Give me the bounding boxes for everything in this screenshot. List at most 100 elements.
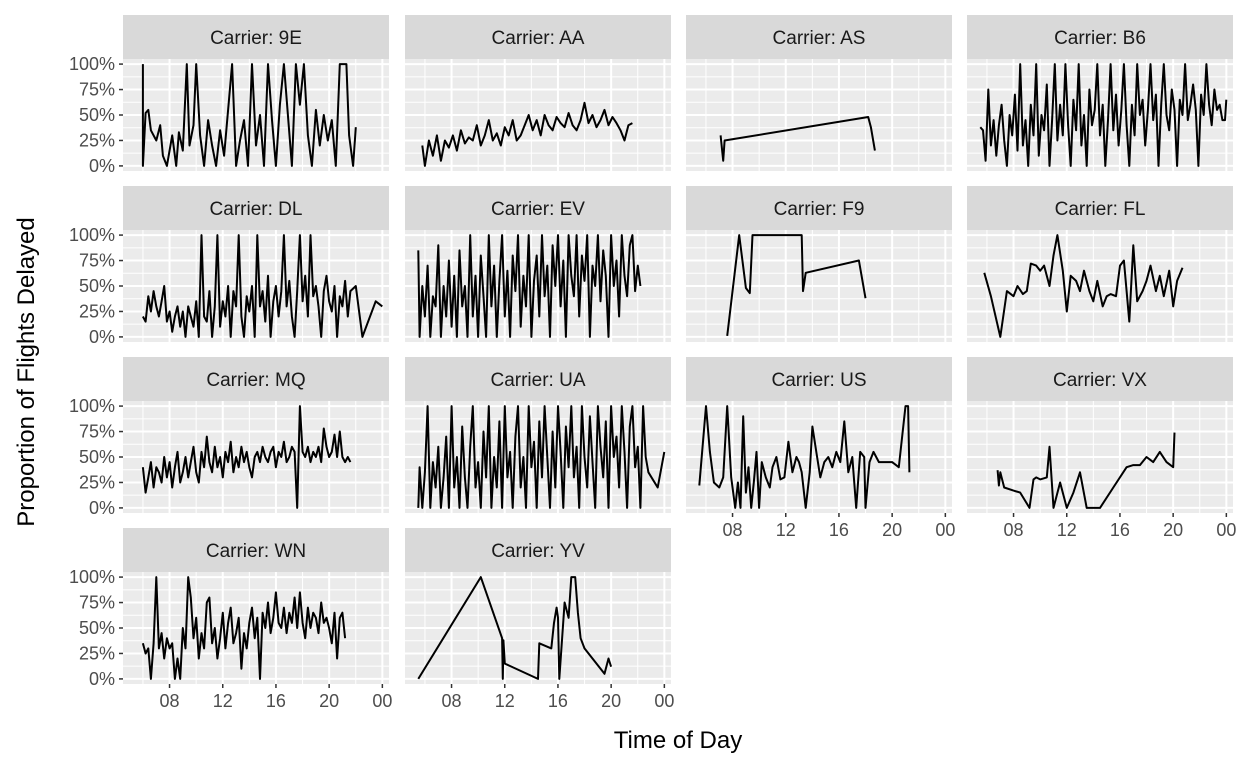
y-tick-label: 0%: [89, 156, 115, 176]
x-tick-label: 16: [1110, 520, 1130, 540]
x-tick-label: 08: [160, 691, 180, 711]
facet-ev: Carrier: EV: [405, 186, 671, 342]
x-tick-label: 00: [372, 691, 392, 711]
strip-label-mq: Carrier: MQ: [206, 370, 305, 391]
y-tick-label: 75%: [79, 422, 115, 442]
strip-label-aa: Carrier: AA: [492, 28, 585, 49]
strip-yv: [405, 528, 671, 572]
strip-label-dl: Carrier: DL: [210, 199, 303, 220]
series-line-ev: [417, 234, 642, 338]
strip-aa: [405, 15, 671, 59]
y-tick-label: 75%: [79, 251, 115, 271]
x-tick-label: 08: [442, 691, 462, 711]
strip-9e: [123, 15, 389, 59]
facet-ua: Carrier: UA: [405, 357, 671, 513]
facet-mq: Carrier: MQ 0% 25% 50% 75% 100%: [69, 357, 389, 518]
y-tick-label: 100%: [69, 225, 115, 245]
y-tick-label: 0%: [89, 498, 115, 518]
facet-b6: Carrier: B6: [967, 15, 1233, 171]
y-tick-label: 100%: [69, 567, 115, 587]
x-tick-label: 12: [213, 691, 233, 711]
strip-wn: [123, 528, 389, 572]
x-tick-label: 00: [654, 691, 674, 711]
y-tick-label: 0%: [89, 327, 115, 347]
x-tick-label: 12: [495, 691, 515, 711]
series-line-wn: [141, 576, 347, 680]
facet-fl: Carrier: FL: [967, 186, 1233, 342]
strip-fl: [967, 186, 1233, 230]
x-tick-label: 20: [601, 691, 621, 711]
strip-mq: [123, 357, 389, 401]
x-tick-label: 16: [829, 520, 849, 540]
strip-ua: [405, 357, 671, 401]
y-tick-label: 75%: [79, 80, 115, 100]
y-tick-label: 50%: [79, 447, 115, 467]
strip-label-ua: Carrier: UA: [490, 370, 585, 391]
strip-label-us: Carrier: US: [771, 370, 866, 391]
y-tick-label: 50%: [79, 276, 115, 296]
y-tick-label: 100%: [69, 54, 115, 74]
facet-f9: Carrier: F9: [686, 186, 952, 342]
strip-as: [686, 15, 952, 59]
facet-panels: Carrier: 9E 0% 25% 50% 75% 100% Carrier: AA Car…: [69, 15, 1236, 711]
series-line-mq: [141, 405, 352, 509]
x-tick-label: 20: [1163, 520, 1183, 540]
strip-us: [686, 357, 952, 401]
y-tick-label: 50%: [79, 618, 115, 638]
strip-label-9e: Carrier: 9E: [210, 28, 302, 49]
facet-9e: Carrier: 9E 0% 25% 50% 75% 100%: [69, 15, 389, 176]
x-tick-label: 08: [723, 520, 743, 540]
x-tick-label: 16: [548, 691, 568, 711]
strip-b6: [967, 15, 1233, 59]
strip-label-vx: Carrier: VX: [1053, 370, 1147, 391]
y-tick-label: 25%: [79, 472, 115, 492]
facet-aa: Carrier: AA: [405, 15, 671, 171]
series-line-dl: [142, 234, 383, 338]
series-line-aa: [421, 101, 633, 167]
y-tick-label: 50%: [79, 105, 115, 125]
y-tick-label: 25%: [79, 301, 115, 321]
y-tick-label: 0%: [89, 669, 115, 689]
x-tick-label: 00: [1216, 520, 1236, 540]
strip-f9: [686, 186, 952, 230]
x-tick-label: 20: [882, 520, 902, 540]
facet-us: Carrier: US 08 12 16 20 00: [686, 357, 955, 540]
facet-as: Carrier: AS: [686, 15, 952, 171]
y-tick-label: 75%: [79, 593, 115, 613]
series-line-b6: [979, 63, 1228, 167]
strip-label-ev: Carrier: EV: [491, 199, 585, 220]
strip-label-wn: Carrier: WN: [206, 541, 306, 562]
facet-yv: Carrier: YV 08 12 16 20 00: [405, 528, 674, 711]
x-axis-title: Time of Day: [614, 727, 742, 754]
series-line-vx: [996, 432, 1176, 509]
series-line-yv: [417, 576, 613, 680]
series-line-us: [698, 405, 911, 509]
strip-label-f9: Carrier: F9: [774, 199, 865, 220]
x-tick-label: 08: [1004, 520, 1024, 540]
series-line-as: [719, 116, 876, 162]
facet-vx: Carrier: VX 08 12 16 20 00: [967, 357, 1236, 540]
strip-label-b6: Carrier: B6: [1054, 28, 1146, 49]
facet-wn: Carrier: WN 0% 25% 50% 75% 100% 08 12 16 20 00: [69, 528, 392, 711]
strip-dl: [123, 186, 389, 230]
y-tick-label: 25%: [79, 643, 115, 663]
facet-dl: Carrier: DL 0% 25% 50% 75% 100%: [69, 186, 389, 347]
x-tick-label: 00: [935, 520, 955, 540]
series-line-f9: [726, 234, 867, 337]
x-tick-label: 16: [266, 691, 286, 711]
y-tick-label: 25%: [79, 130, 115, 150]
series-line-fl: [983, 234, 1184, 338]
x-tick-label: 12: [1057, 520, 1077, 540]
x-tick-label: 12: [776, 520, 796, 540]
strip-label-yv: Carrier: YV: [491, 541, 585, 562]
x-tick-label: 20: [319, 691, 339, 711]
strip-vx: [967, 357, 1233, 401]
series-line-9e: [141, 63, 357, 167]
series-line-ua: [417, 405, 666, 509]
y-tick-label: 100%: [69, 396, 115, 416]
strip-ev: [405, 186, 671, 230]
y-axis-title: Proportion of Flights Delayed: [13, 217, 40, 527]
strip-label-as: Carrier: AS: [773, 28, 866, 49]
